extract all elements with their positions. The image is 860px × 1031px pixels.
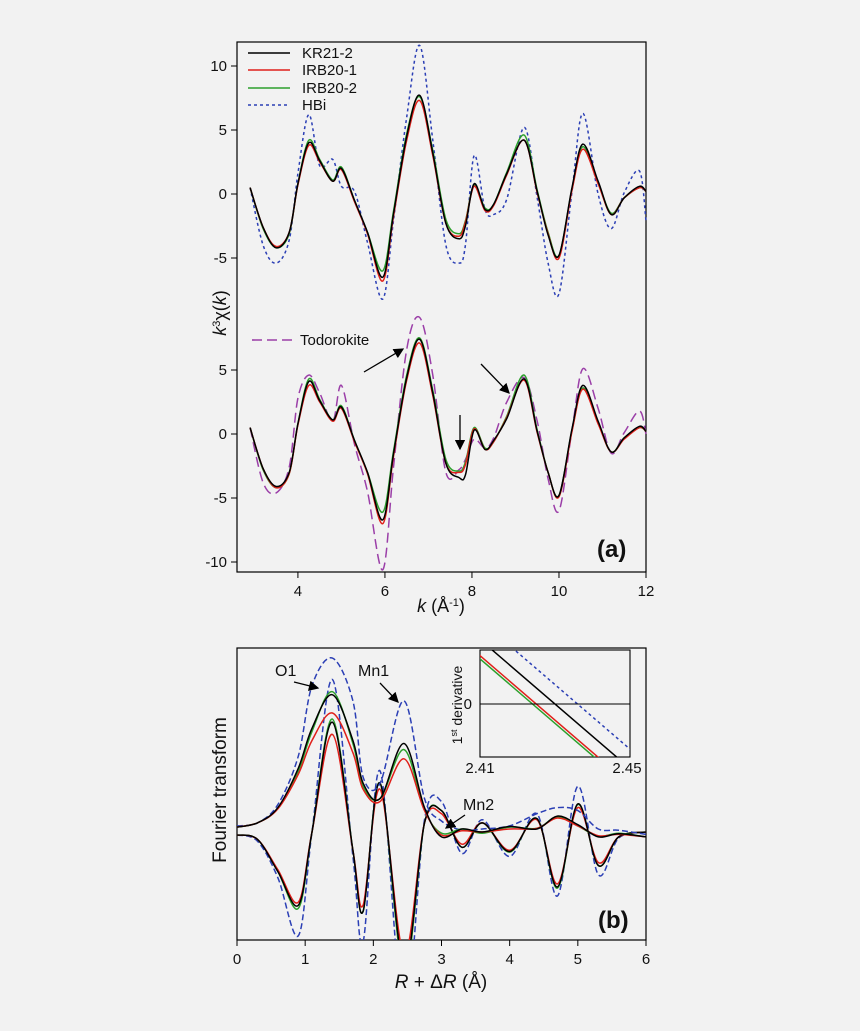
magnitude-series-hbi	[237, 657, 646, 836]
inset-line-hbi	[513, 650, 630, 751]
panel-b-x-axis-label: R + ΔR (Å)	[395, 972, 487, 993]
peak-label-o1: O1	[275, 663, 296, 680]
inset-derivative: 0 2.41 2.45 1st derivative	[449, 649, 642, 777]
panel-b-plot-area	[237, 657, 646, 940]
panel-a-arrows	[363, 348, 510, 451]
a-x-tick-label-8: 8	[468, 583, 476, 600]
magnitude-series-irb20-1	[237, 712, 646, 838]
arrow-mn1	[379, 682, 399, 703]
imag-series-kr21-2	[237, 721, 646, 940]
inset-line-irb20-1	[480, 654, 600, 757]
panel-a-plot-area	[249, 44, 647, 571]
legend-label-hbi: HBi	[302, 97, 326, 114]
legend-label-kr21-2: KR21-2	[302, 45, 353, 62]
arrow-o1	[293, 680, 320, 691]
panel-a-x-ticks: 4 6 8 10 12	[294, 572, 655, 600]
lower-series-kr21-2	[249, 338, 647, 521]
lower-series-todorokite	[249, 315, 647, 571]
peak-label-mn1: Mn1	[358, 663, 389, 680]
legend-lower: Todorokite	[252, 332, 369, 349]
inset-x-tick-end: 2.45	[612, 760, 641, 777]
upper-series-irb20-2	[249, 95, 647, 272]
a-y-tick-label-upper-5: 5	[219, 122, 227, 139]
a-y-tick-label-upper--5: -5	[214, 250, 227, 267]
b-x-tick-label-4: 4	[505, 951, 513, 968]
legend-label-irb20-1: IRB20-1	[302, 62, 357, 79]
a-x-tick-label-10: 10	[551, 583, 568, 600]
upper-series-kr21-2	[249, 94, 647, 278]
a-y-tick-label-upper-10: 10	[210, 58, 227, 75]
a-x-tick-label-12: 12	[638, 583, 655, 600]
panel-a-x-axis-label: k (Å-1)	[417, 596, 465, 616]
panel-a-y-axis-label: k3χ(k)	[210, 290, 230, 336]
legend-label-irb20-2: IRB20-2	[302, 80, 357, 97]
lower-series-irb20-1	[249, 342, 647, 525]
b-x-tick-label-3: 3	[437, 951, 445, 968]
b-x-tick-label-1: 1	[301, 951, 309, 968]
legend-upper: KR21-2 IRB20-1 IRB20-2 HBi	[248, 45, 357, 114]
legend-label-todorokite: Todorokite	[300, 332, 369, 349]
inset-line-irb20-2	[480, 657, 596, 757]
a-y-tick-label-lower--10: -10	[205, 554, 227, 571]
b-x-tick-label-2: 2	[369, 951, 377, 968]
a-x-tick-label-6: 6	[381, 583, 389, 600]
panel-a-frame	[236, 41, 647, 573]
lower-series-irb20-2	[249, 337, 647, 513]
panel-a-y-ticks: 10 5 0 -5 5 0 -5 -10	[205, 58, 237, 571]
a-y-tick-label-lower-0: 0	[219, 426, 227, 443]
inset-x-tick-start: 2.41	[465, 760, 494, 777]
b-x-tick-label-6: 6	[642, 951, 650, 968]
inset-y-tick-zero: 0	[464, 696, 472, 713]
panel-a-label: (a)	[597, 536, 626, 563]
arrow-shoulder-8-9	[480, 363, 510, 394]
panel-a: 4 6 8 10 12 10 5 0 -5 5 0 -5 -10 KR21-2 IRB20-1 IRB…	[205, 41, 655, 616]
a-y-tick-label-upper-0: 0	[219, 186, 227, 203]
a-y-tick-label-lower--5: -5	[214, 490, 227, 507]
peak-label-mn2: Mn2	[463, 797, 494, 814]
arrow-mn2	[444, 814, 466, 829]
panel-b-y-axis-label: Fourier transform	[210, 717, 231, 863]
b-x-tick-label-5: 5	[574, 951, 582, 968]
panel-b: 0 1 2 3 4 5 6 O1 Mn1 Mn2 0 2.41 2.45 1st deriv…	[210, 647, 650, 993]
panel-b-label: (b)	[598, 907, 629, 934]
magnitude-series-kr21-2	[237, 694, 646, 839]
a-x-tick-label-4: 4	[294, 583, 302, 600]
panel-b-x-ticks: 0 1 2 3 4 5 6	[233, 940, 650, 968]
arrow-todorokite-peak	[363, 348, 405, 373]
inset-y-axis-label: 1st derivative	[449, 665, 465, 744]
a-y-tick-label-lower-5: 5	[219, 362, 227, 379]
b-x-tick-label-0: 0	[233, 951, 241, 968]
